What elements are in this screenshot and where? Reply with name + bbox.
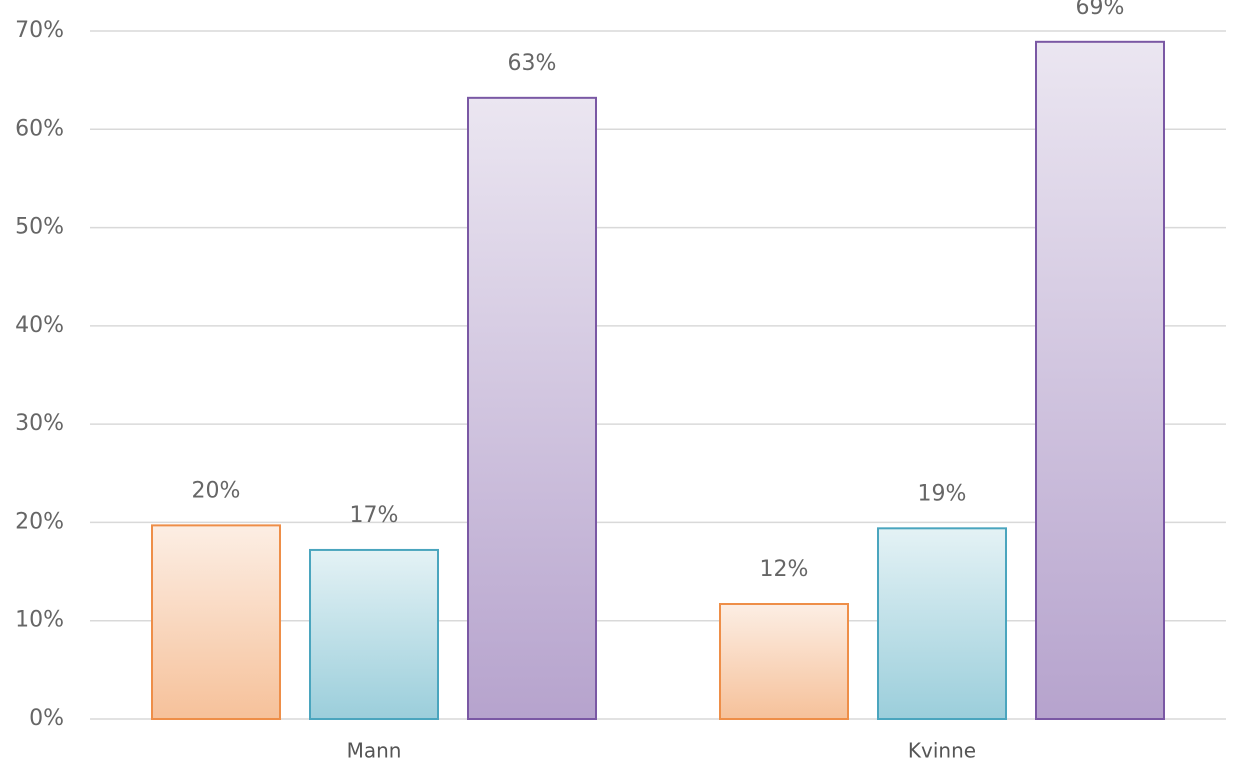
value-label: 12% — [760, 557, 809, 582]
value-label: 69% — [1076, 0, 1125, 20]
y-tick-label: 10% — [15, 608, 64, 633]
value-label: 20% — [192, 478, 241, 503]
value-label: 19% — [918, 481, 967, 506]
y-tick-label: 30% — [15, 411, 64, 436]
y-tick-label: 0% — [29, 706, 64, 731]
bar — [151, 524, 281, 720]
y-tick-label: 70% — [15, 18, 64, 43]
x-tick-label: Kvinne — [908, 739, 976, 763]
bar — [719, 603, 849, 721]
bar — [467, 96, 597, 720]
y-tick-label: 50% — [15, 215, 64, 240]
bar — [1035, 40, 1165, 721]
value-label: 17% — [350, 503, 399, 528]
bar — [877, 527, 1007, 721]
bar — [309, 548, 439, 720]
y-tick-label: 60% — [15, 116, 64, 141]
x-tick-label: Mann — [347, 739, 402, 763]
y-tick-label: 40% — [15, 313, 64, 338]
value-label: 63% — [508, 51, 557, 76]
y-tick-label: 20% — [15, 509, 64, 534]
